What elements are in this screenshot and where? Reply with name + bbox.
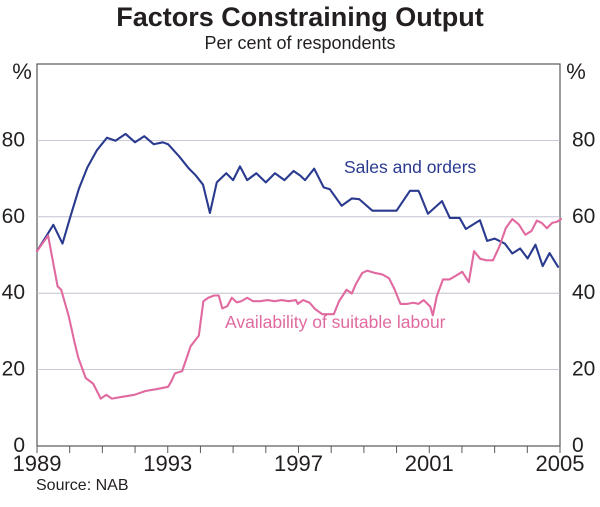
svg-text:20: 20	[2, 358, 25, 381]
svg-text:60: 60	[572, 205, 595, 228]
svg-text:1997: 1997	[274, 451, 323, 476]
svg-text:80: 80	[572, 128, 595, 151]
svg-text:%: %	[566, 59, 586, 84]
svg-text:2001: 2001	[405, 451, 454, 476]
svg-text:40: 40	[572, 281, 595, 304]
svg-text:1989: 1989	[13, 451, 62, 476]
svg-text:60: 60	[2, 205, 25, 228]
svg-text:2005: 2005	[536, 451, 585, 476]
svg-text:%: %	[12, 59, 32, 84]
svg-text:80: 80	[2, 128, 25, 151]
svg-text:20: 20	[572, 358, 595, 381]
svg-text:1993: 1993	[143, 451, 192, 476]
svg-text:40: 40	[2, 281, 25, 304]
svg-text:Availability of suitable labou: Availability of suitable labour	[225, 312, 446, 332]
svg-text:Sales and orders: Sales and orders	[344, 157, 477, 177]
